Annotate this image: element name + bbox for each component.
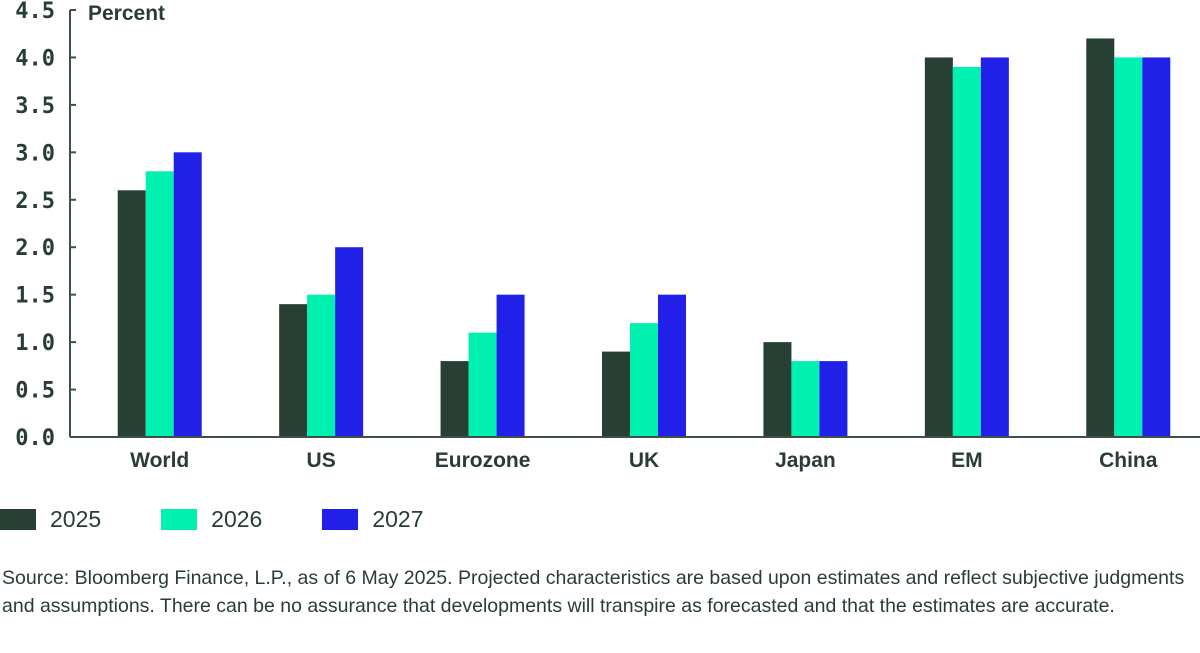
legend-swatch: [161, 509, 198, 530]
bar-eurozone-2025: [440, 361, 469, 437]
bar-group-japan: [763, 342, 848, 437]
y-tick-label: 3.5: [15, 94, 55, 119]
x-tick-label: US: [307, 449, 336, 472]
y-axis-unit-label: Percent: [88, 2, 165, 25]
legend-label: 2027: [372, 506, 424, 532]
bar-group-uk: [602, 294, 686, 437]
legend-item-2027: 2027: [322, 506, 424, 533]
bar-us-2026: [307, 294, 336, 437]
y-tick-label: 2.5: [15, 189, 55, 214]
bar-group-eurozone: [440, 294, 525, 437]
y-tick-label: 4.5: [15, 0, 55, 24]
bar-chart: 0.0 0.5 1.0 1.5 2.0 2.5 3.0 3.5 4.0 4.5 Percent W…: [15, 0, 1200, 472]
x-axis: World US Eurozone UK Japan EM China: [70, 436, 1200, 472]
bar-uk-2027: [658, 294, 686, 437]
bar-japan-2027: [819, 361, 848, 437]
x-tick-label: China: [1099, 449, 1158, 472]
y-tick-label: 4.0: [15, 46, 55, 71]
x-tick-label: World: [130, 449, 189, 472]
bar-us-2027: [335, 247, 364, 437]
bar-em-2027: [980, 57, 1009, 437]
source-footnote: Source: Bloomberg Finance, L.P., as of 6…: [2, 567, 1185, 617]
bar-em-2025: [924, 57, 953, 437]
bar-em-2026: [952, 66, 981, 437]
y-tick-label: 0.5: [15, 379, 55, 404]
bar-group-china: [1086, 38, 1171, 437]
bar-eurozone-2026: [468, 332, 497, 437]
legend-label: 2026: [211, 506, 263, 532]
legend-swatch: [0, 509, 36, 530]
bar-china-2027: [1142, 57, 1171, 437]
legend-swatch: [322, 509, 359, 530]
y-tick-label: 1.0: [15, 331, 55, 356]
bar-uk-2026: [630, 323, 658, 437]
x-tick-label: Eurozone: [435, 449, 531, 472]
legend-label: 2025: [50, 506, 102, 532]
bar-china-2026: [1114, 57, 1143, 437]
bar-group-us: [279, 247, 364, 437]
y-tick-label: 1.5: [15, 284, 55, 309]
bar-group-em: [924, 57, 1009, 437]
bar-japan-2025: [763, 342, 792, 437]
x-tick-label: EM: [951, 449, 983, 472]
bar-world-2026: [145, 171, 174, 438]
bars: [117, 38, 1171, 438]
bar-world-2027: [173, 152, 202, 438]
x-tick-label: Japan: [775, 449, 836, 472]
legend: 2025 2026 2027: [0, 506, 484, 533]
legend-item-2026: 2026: [161, 506, 262, 533]
x-tick-label: UK: [629, 449, 659, 472]
y-tick-label: 2.0: [15, 236, 55, 261]
bar-world-2025: [117, 190, 146, 437]
bar-us-2025: [279, 304, 308, 437]
bar-group-world: [117, 152, 202, 438]
bar-uk-2025: [602, 351, 630, 437]
y-tick-label: 0.0: [15, 426, 55, 451]
y-tick-label: 3.0: [15, 141, 55, 166]
bar-japan-2026: [791, 361, 820, 437]
bar-eurozone-2027: [496, 294, 525, 437]
bar-china-2025: [1086, 38, 1115, 437]
y-axis: 0.0 0.5 1.0 1.5 2.0 2.5 3.0 3.5 4.0 4.5: [15, 0, 76, 451]
legend-item-2025: 2025: [0, 506, 101, 533]
